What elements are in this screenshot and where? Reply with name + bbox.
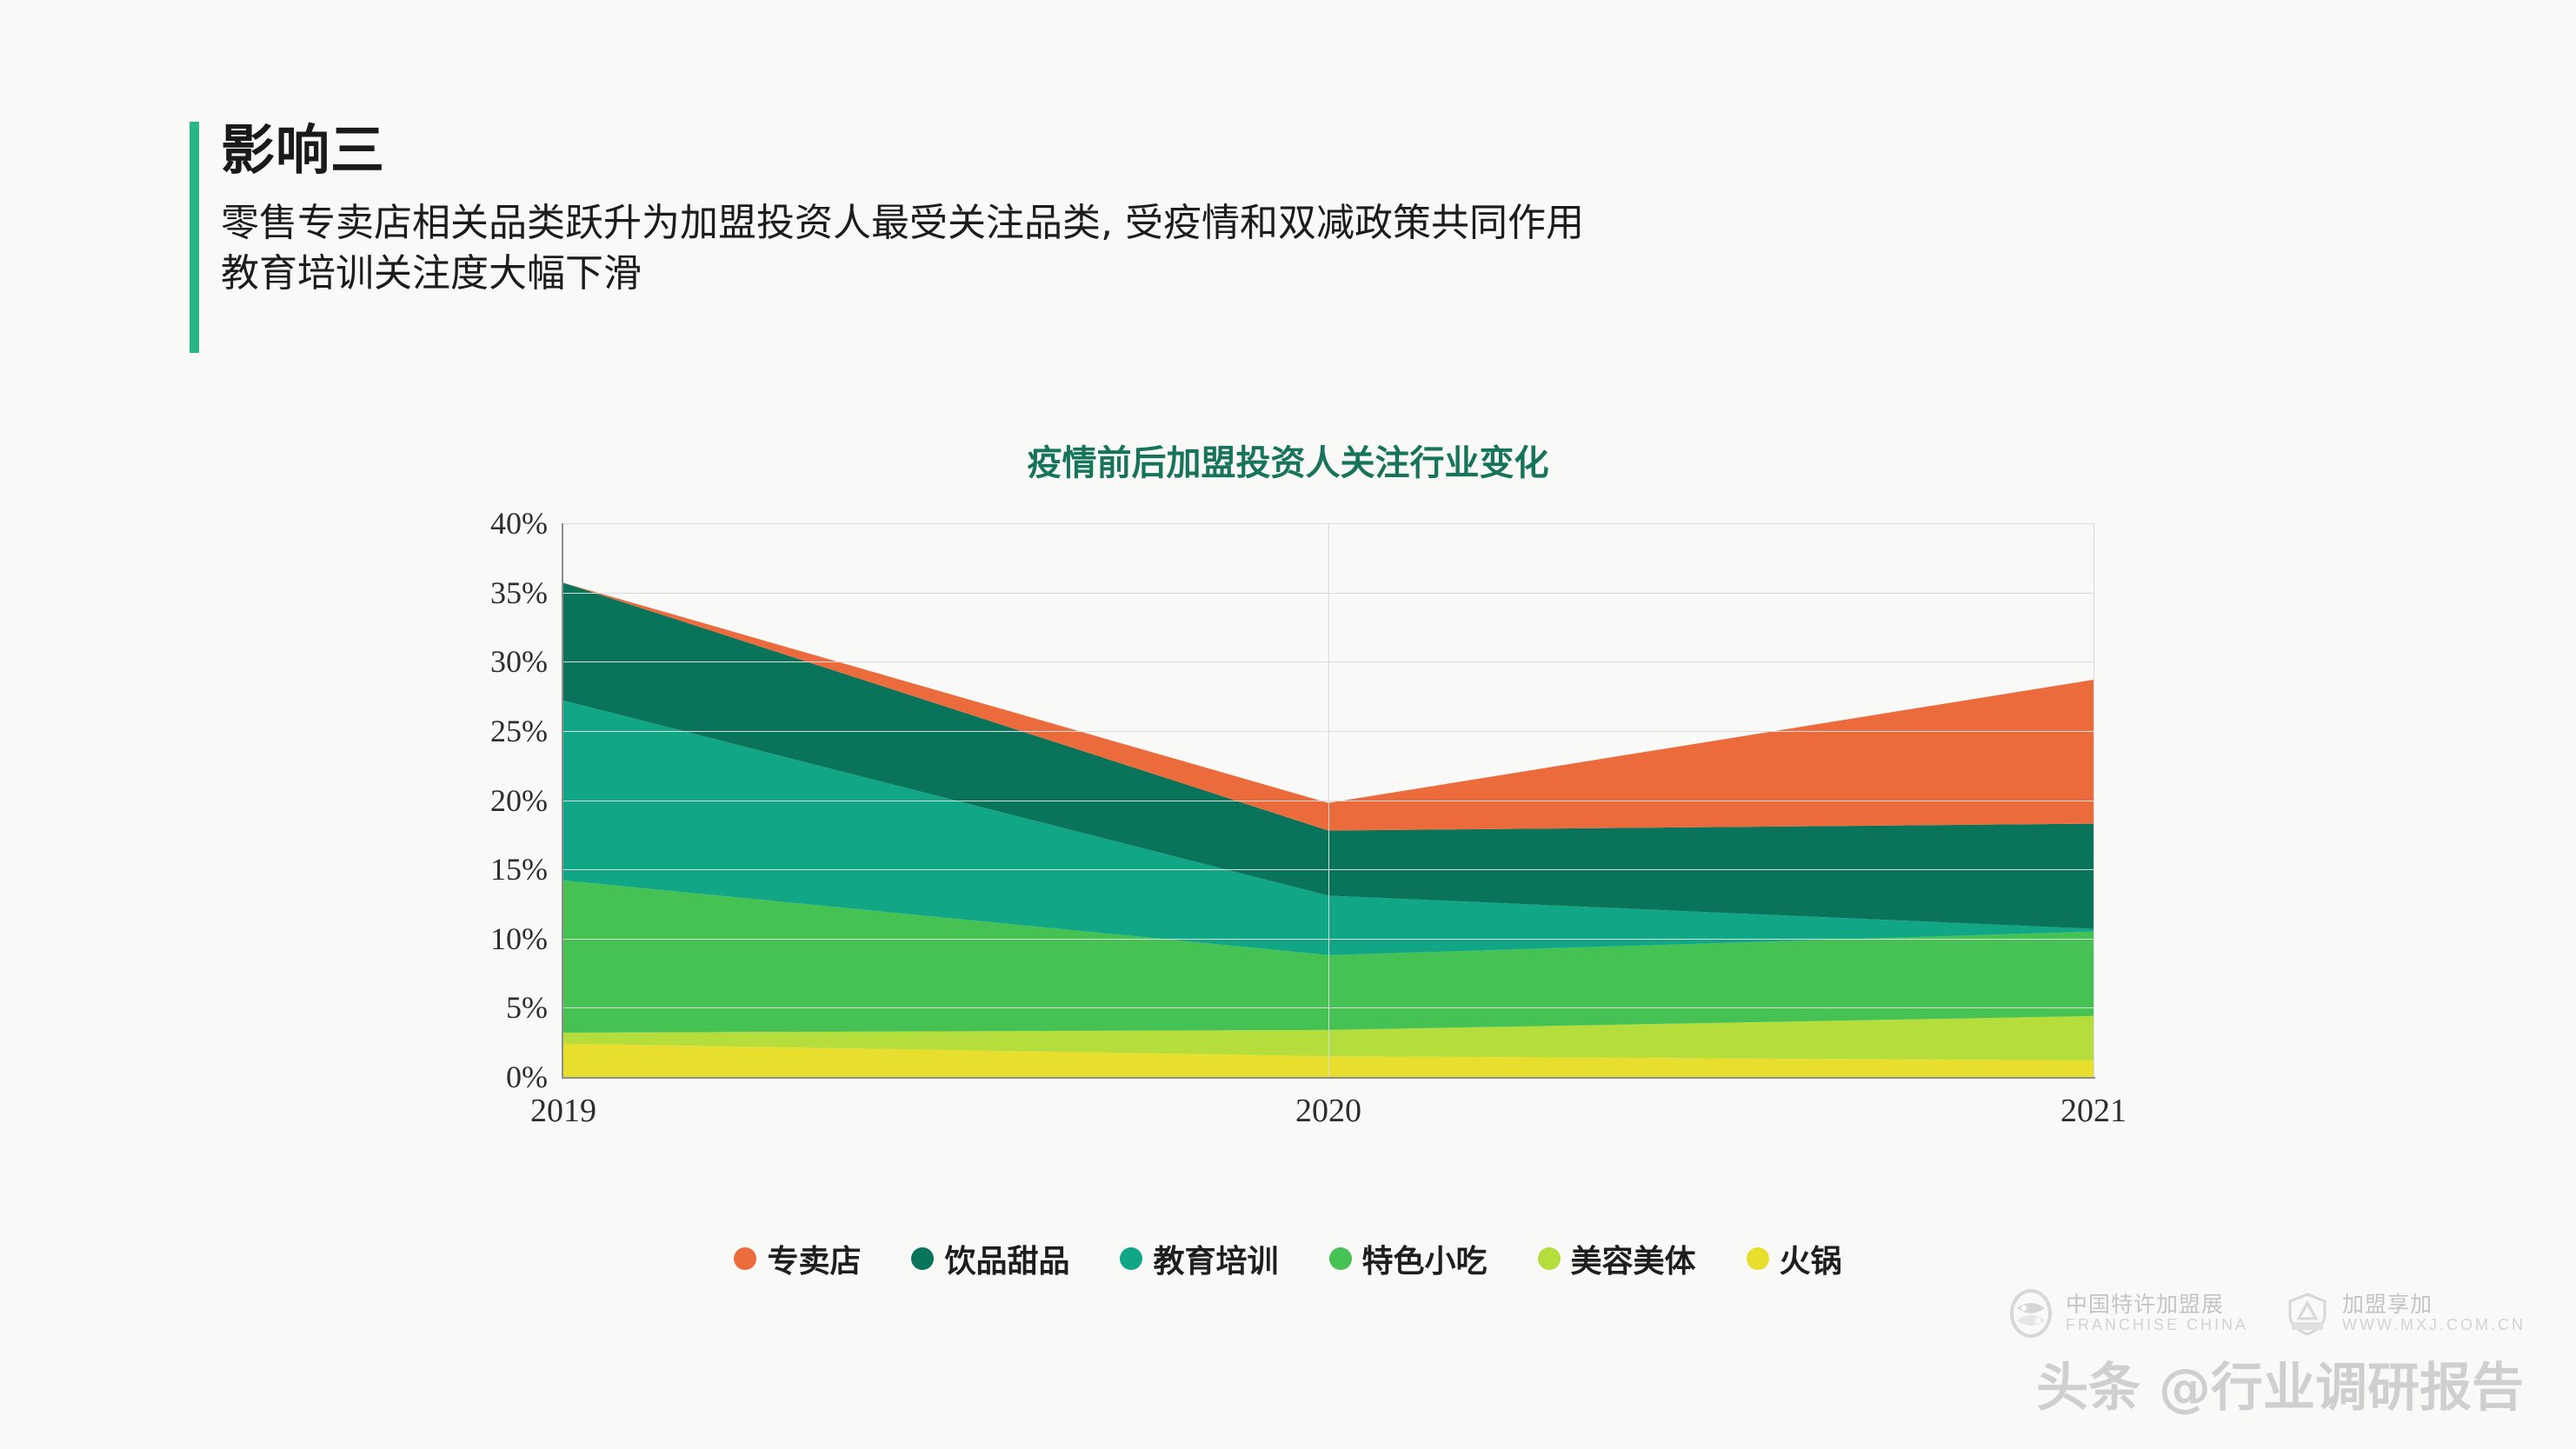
legend-label: 饮品甜品 bbox=[944, 1244, 1070, 1280]
legend-swatch-icon bbox=[911, 1247, 935, 1270]
x-axis-tick: 2021 bbox=[2060, 1093, 2127, 1129]
y-axis-tick: 30% bbox=[490, 644, 548, 680]
legend-item-饮品甜品[interactable]: 饮品甜品 bbox=[911, 1236, 1069, 1281]
watermark-logo1-cn: 中国特许加盟展 bbox=[2066, 1292, 2225, 1318]
watermark-logo2-cn: 加盟享加 bbox=[2342, 1292, 2433, 1318]
legend-swatch-icon bbox=[1746, 1247, 1769, 1270]
stacked-area-plot bbox=[563, 523, 2094, 1077]
header-subtitle-line-2: 教育培训关注度大幅下滑 bbox=[221, 250, 642, 296]
shield-logo-icon bbox=[2288, 1293, 2326, 1336]
y-axis-tick: 35% bbox=[490, 575, 548, 610]
chart-block: 疫情前后加盟投资人关注行业变化 0% 5% 10% 15% 20% 25% 30% 35% 40… bbox=[0, 435, 2576, 1172]
x-axis-tick: 2020 bbox=[1295, 1093, 1361, 1129]
y-axis-tick: 25% bbox=[490, 713, 548, 748]
y-axis-tick: 20% bbox=[490, 782, 548, 818]
legend-swatch-icon bbox=[1120, 1247, 1143, 1270]
y-axis-tick: 0% bbox=[506, 1060, 548, 1094]
x-axis-line bbox=[563, 1077, 2095, 1079]
franchise-china-logo-icon bbox=[2010, 1289, 2052, 1338]
watermark-logos: 中国特许加盟展 FRANCHISE CHINA 加盟享加 WWW.MXJ.COM… bbox=[2007, 1289, 2526, 1338]
watermark-logo1-en: FRANCHISE CHINA bbox=[2066, 1315, 2249, 1333]
legend-label: 专卖店 bbox=[767, 1244, 862, 1280]
legend-item-教育培训[interactable]: 教育培训 bbox=[1120, 1236, 1279, 1281]
area-series-教育培训 bbox=[563, 700, 2093, 955]
legend-item-火锅[interactable]: 火锅 bbox=[1746, 1236, 1842, 1281]
x-axis-tick-labels: 2019 2020 2021 bbox=[530, 1092, 2127, 1144]
grid-line-vertical bbox=[1328, 523, 1329, 1077]
watermark-logo-franchise-china: 中国特许加盟展 FRANCHISE CHINA bbox=[2007, 1289, 2248, 1338]
area-series-饮品甜品 bbox=[563, 582, 2093, 929]
y-axis-line bbox=[562, 523, 563, 1079]
legend-label: 火锅 bbox=[1779, 1244, 1842, 1280]
legend-item-特色小吃[interactable]: 特色小吃 bbox=[1328, 1236, 1488, 1281]
y-axis-tick: 10% bbox=[490, 921, 548, 956]
chart-title: 疫情前后加盟投资人关注行业变化 bbox=[1027, 443, 1549, 483]
y-axis-tick: 40% bbox=[490, 506, 548, 541]
x-axis-tick: 2019 bbox=[530, 1093, 596, 1129]
y-axis-tick: 5% bbox=[506, 990, 548, 1026]
legend-item-专卖店[interactable]: 专卖店 bbox=[734, 1236, 861, 1281]
chart-legend: 专卖店 饮品甜品 教育培训 特色小吃 美容美体 火锅 bbox=[0, 1236, 2576, 1281]
legend-item-美容美体[interactable]: 美容美体 bbox=[1537, 1236, 1696, 1281]
legend-label: 教育培训 bbox=[1153, 1244, 1279, 1280]
area-series-专卖店 bbox=[563, 582, 2093, 831]
header-text-group: 影响三 零售专卖店相关品类跃升为加盟投资人最受关注品类, 受疫情和双减政策共同作… bbox=[221, 122, 2189, 299]
watermark-username: 头条 @行业调研报告 bbox=[2036, 1358, 2524, 1419]
legend-swatch-icon bbox=[1328, 1247, 1352, 1270]
legend-swatch-icon bbox=[1537, 1247, 1561, 1270]
y-axis-tick-labels: 0% 5% 10% 15% 20% 25% 30% 35% 40% bbox=[409, 506, 548, 1094]
watermark-logo2-en: WWW.MXJ.COM.CN bbox=[2342, 1315, 2526, 1333]
page-title: 影响三 bbox=[221, 118, 386, 182]
header-block: 影响三 零售专卖店相关品类跃升为加盟投资人最受关注品类, 受疫情和双减政策共同作… bbox=[190, 122, 2189, 353]
legend-label: 特色小吃 bbox=[1361, 1244, 1488, 1280]
legend-label: 美容美体 bbox=[1570, 1244, 1696, 1280]
grid-line-vertical bbox=[2093, 523, 2094, 1077]
watermark-logo-mxj: 加盟享加 WWW.MXJ.COM.CN bbox=[2283, 1289, 2526, 1338]
legend-swatch-icon bbox=[734, 1247, 757, 1270]
y-axis-tick: 15% bbox=[490, 852, 548, 887]
header-accent-bar bbox=[190, 122, 199, 353]
header-subtitle-line-1: 零售专卖店相关品类跃升为加盟投资人最受关注品类, 受疫情和双减政策共同作用 bbox=[221, 200, 1584, 245]
chart-plot-wrapper: 0% 5% 10% 15% 20% 25% 30% 35% 40% 2019 2020 2021 bbox=[0, 506, 2576, 1172]
